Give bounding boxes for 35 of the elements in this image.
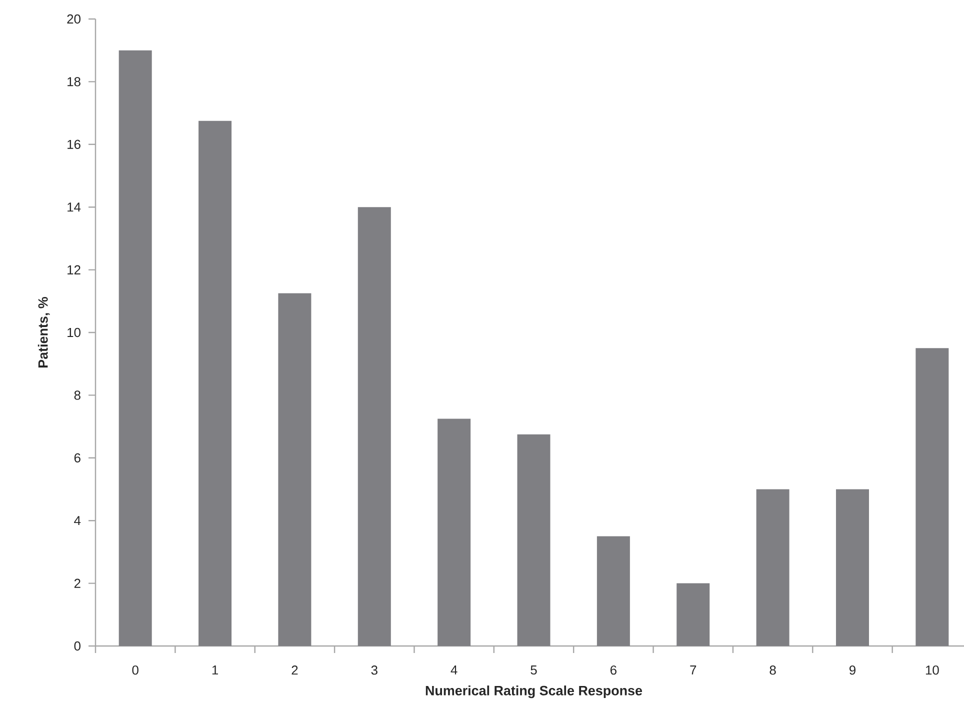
bar: [358, 207, 391, 646]
y-tick-label: 4: [74, 516, 81, 526]
bar: [438, 418, 471, 646]
bar: [517, 434, 550, 646]
y-axis-title: Patients, %: [38, 296, 50, 368]
x-tick-label: 10: [926, 666, 939, 675]
x-tick-label: 4: [450, 666, 458, 674]
x-tick-label: 7: [690, 666, 696, 674]
x-tick-label: 9: [849, 666, 856, 675]
x-tick-label: 0: [132, 666, 138, 675]
y-tick-label: 20: [67, 14, 80, 24]
x-tick-label: 1: [212, 666, 218, 674]
bar: [836, 489, 869, 646]
bar: [198, 120, 232, 646]
bar: [596, 536, 630, 646]
y-tick-label: 10: [68, 328, 80, 338]
y-tick-label: 12: [68, 265, 80, 274]
y-tick-label: 8: [74, 390, 80, 400]
y-tick-label: 16: [68, 140, 80, 149]
bar: [756, 489, 790, 646]
bar: [916, 348, 949, 646]
x-tick-label: 3: [371, 666, 378, 675]
y-tick-label: 2: [74, 578, 80, 588]
x-tick-label: 8: [770, 666, 776, 675]
x-tick-label: 2: [292, 666, 298, 675]
y-tick-label: 14: [68, 202, 81, 212]
bar: [676, 583, 710, 646]
y-tick-label: 6: [74, 453, 80, 462]
x-axis-title: Numerical Rating Scale Response: [426, 686, 642, 698]
y-tick-label: 0: [74, 641, 80, 651]
x-tick-label: 6: [610, 666, 616, 675]
x-tick-label: 5: [530, 666, 537, 675]
bar: [118, 50, 152, 646]
y-tick-label: 18: [68, 77, 80, 86]
bar: [278, 293, 312, 646]
